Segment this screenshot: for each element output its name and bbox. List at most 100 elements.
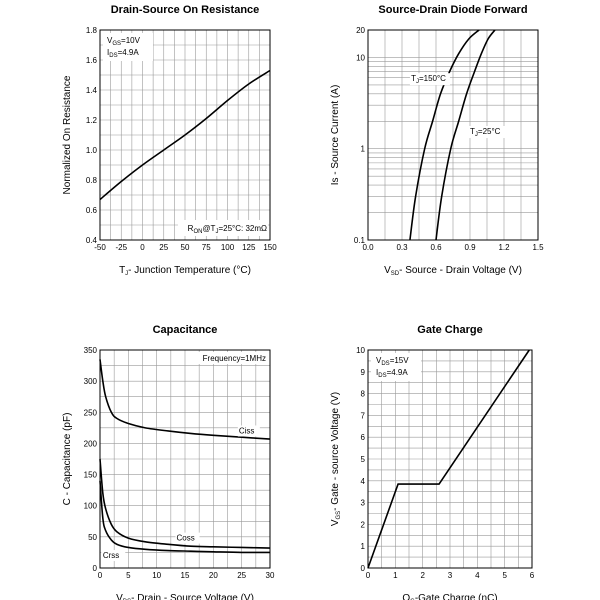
diode-label-bg — [469, 126, 505, 139]
rdson-y-tick-label: 0.6 — [86, 206, 98, 215]
rdson-y-tick-label: 0.8 — [86, 176, 98, 185]
capacitance-label-bg — [101, 550, 126, 562]
rdson-series-rds-on- — [99, 69, 271, 201]
gatecharge-title: Gate Charge — [417, 324, 482, 336]
gatecharge-y-tick-label: 5 — [361, 455, 366, 464]
gatecharge-y-tick-label: 9 — [361, 368, 366, 377]
capacitance-y-tick-label: 350 — [84, 346, 98, 355]
gatecharge-legend-box — [371, 353, 421, 381]
gatecharge-y-tick-label: 7 — [361, 411, 366, 420]
diode-grid — [367, 29, 539, 241]
gatecharge-chart: Gate Charge 0 1 2 3 4 5 6 0 1 2 3 4 5 6 7 8 9 10 QG-Gate Ch… — [330, 324, 535, 600]
rdson-legend-box — [103, 33, 153, 61]
gatecharge-y-tick-label: 0 — [361, 564, 366, 573]
rdson-y-tick-label: 1.8 — [86, 26, 98, 35]
rdson-legend-entry: VGS=10V — [107, 36, 141, 47]
rdson-x-tick-label: 100 — [221, 243, 235, 252]
gatecharge-plot-frame — [367, 349, 533, 569]
diode-series-label-25c: TJ=25°C — [470, 127, 501, 138]
gatecharge-x-tick-label: 5 — [502, 571, 507, 580]
capacitance-label-bg — [237, 425, 260, 437]
gatecharge-x-tick-label: 2 — [420, 571, 425, 580]
diode-x-tick-label: 0.6 — [430, 243, 442, 252]
capacitance-y-tick-label: 200 — [84, 439, 98, 448]
rdson-x-tick-label: -25 — [115, 243, 127, 252]
capacitance-y-tick-label: 50 — [88, 533, 97, 542]
capacitance-x-axis-label: VDS- Drain - Source Voltage (V) — [116, 593, 254, 600]
rdson-chart: Drain-Source On Resistance -50 -25 0 25 50 75 1… — [62, 4, 277, 277]
diode-x-tick-label: 0.0 — [362, 243, 374, 252]
capacitance-frequency-annotation: Frequency=1MHz — [203, 354, 266, 363]
rdson-x-tick-label: -50 — [94, 243, 106, 252]
gatecharge-y-axis-label: VGS- Gate - source Voltage (V) — [330, 392, 342, 526]
capacitance-title: Capacitance — [153, 324, 218, 336]
capacitance-annotation-box — [192, 352, 268, 364]
gatecharge-y-tick-label: 1 — [361, 542, 366, 551]
rdson-y-tick-label: 1.0 — [86, 146, 98, 155]
capacitance-x-tick-label: 30 — [266, 571, 275, 580]
rdson-y-tick-label: 1.2 — [86, 116, 98, 125]
diode-x-tick-label: 0.3 — [396, 243, 408, 252]
capacitance-y-tick-label: 100 — [84, 502, 98, 511]
gatecharge-x-tick-label: 3 — [448, 571, 453, 580]
gatecharge-x-tick-label: 6 — [530, 571, 535, 580]
diode-plot-frame — [367, 29, 539, 241]
capacitance-y-tick-label: 0 — [93, 564, 98, 573]
rdson-x-tick-label: 0 — [140, 243, 145, 252]
diode-x-tick-label: 1.2 — [498, 243, 510, 252]
capacitance-y-tick-label: 250 — [84, 408, 98, 417]
capacitance-x-tick-label: 0 — [98, 571, 103, 580]
capacitance-label-bg — [175, 532, 200, 544]
capacitance-y-tick-label: 150 — [84, 471, 98, 480]
gatecharge-x-tick-label: 1 — [393, 571, 398, 580]
capacitance-x-tick-label: 10 — [152, 571, 161, 580]
diode-series-label-150c: TJ=150°C — [411, 74, 446, 85]
capacitance-series-label-ciss: Ciss — [239, 426, 255, 435]
gatecharge-y-tick-label: 8 — [361, 390, 366, 399]
rdson-x-tick-label: 25 — [159, 243, 168, 252]
rdson-legend-entry: IDS=4.9A — [107, 48, 139, 59]
diode-y-tick-label: 10 — [356, 53, 365, 62]
rdson-plot-frame — [99, 29, 271, 241]
rdson-y-axis-label: Normalized On Resistance — [62, 75, 73, 194]
capacitance-x-tick-label: 25 — [237, 571, 246, 580]
gatecharge-x-axis-label: QG-Gate Charge (nC) — [402, 593, 497, 600]
gatecharge-y-tick-label: 4 — [361, 477, 366, 486]
rdson-y-tick-label: 1.4 — [86, 86, 98, 95]
diode-series-tj-25-c — [435, 29, 496, 241]
diode-y-tick-label: 1 — [361, 145, 366, 154]
capacitance-y-axis-label: C - Capacitance (pF) — [62, 413, 73, 506]
gatecharge-y-tick-label: 10 — [356, 346, 365, 355]
gatecharge-y-tick-label: 3 — [361, 499, 366, 508]
diode-chart: Source-Drain Diode Forward 0.0 0.3 0.6 0.9 1.… — [330, 4, 544, 277]
diode-label-bg — [409, 73, 450, 86]
rdson-title: Drain-Source On Resistance — [111, 4, 260, 16]
capacitance-series-label-coss: Coss — [177, 534, 195, 543]
gatecharge-y-tick-label: 6 — [361, 433, 366, 442]
rdson-x-axis-label: TJ- Junction Temperature (°C) — [119, 265, 251, 277]
rdson-y-tick-label: 1.6 — [86, 56, 98, 65]
diode-y-tick-label: 0.1 — [354, 236, 366, 245]
rdson-annotation-box — [178, 220, 268, 236]
capacitance-x-tick-label: 15 — [181, 571, 190, 580]
gatecharge-legend-entry: IDS=4.9A — [376, 368, 408, 379]
gatecharge-x-tick-label: 4 — [475, 571, 480, 580]
rdson-x-tick-label: 75 — [202, 243, 211, 252]
rdson-x-tick-label: 125 — [242, 243, 256, 252]
rdson-x-tick-label: 50 — [181, 243, 190, 252]
diode-x-tick-label: 0.9 — [464, 243, 476, 252]
diode-title: Source-Drain Diode Forward — [378, 4, 527, 16]
capacitance-series-crss — [99, 480, 271, 554]
diode-x-axis-label: VSD- Source - Drain Voltage (V) — [384, 265, 522, 277]
gatecharge-grid — [367, 349, 533, 569]
rdson-y-tick-label: 0.4 — [86, 236, 98, 245]
rdson-reference-annotation: RON@TJ=25°C: 32mΩ — [188, 224, 267, 235]
capacitance-series-ciss — [99, 359, 271, 440]
diode-x-tick-label: 1.5 — [532, 243, 544, 252]
gatecharge-series-vgs — [367, 349, 530, 569]
capacitance-x-tick-label: 5 — [126, 571, 131, 580]
capacitance-series-coss — [99, 458, 271, 549]
rdson-x-tick-label: 150 — [263, 243, 277, 252]
